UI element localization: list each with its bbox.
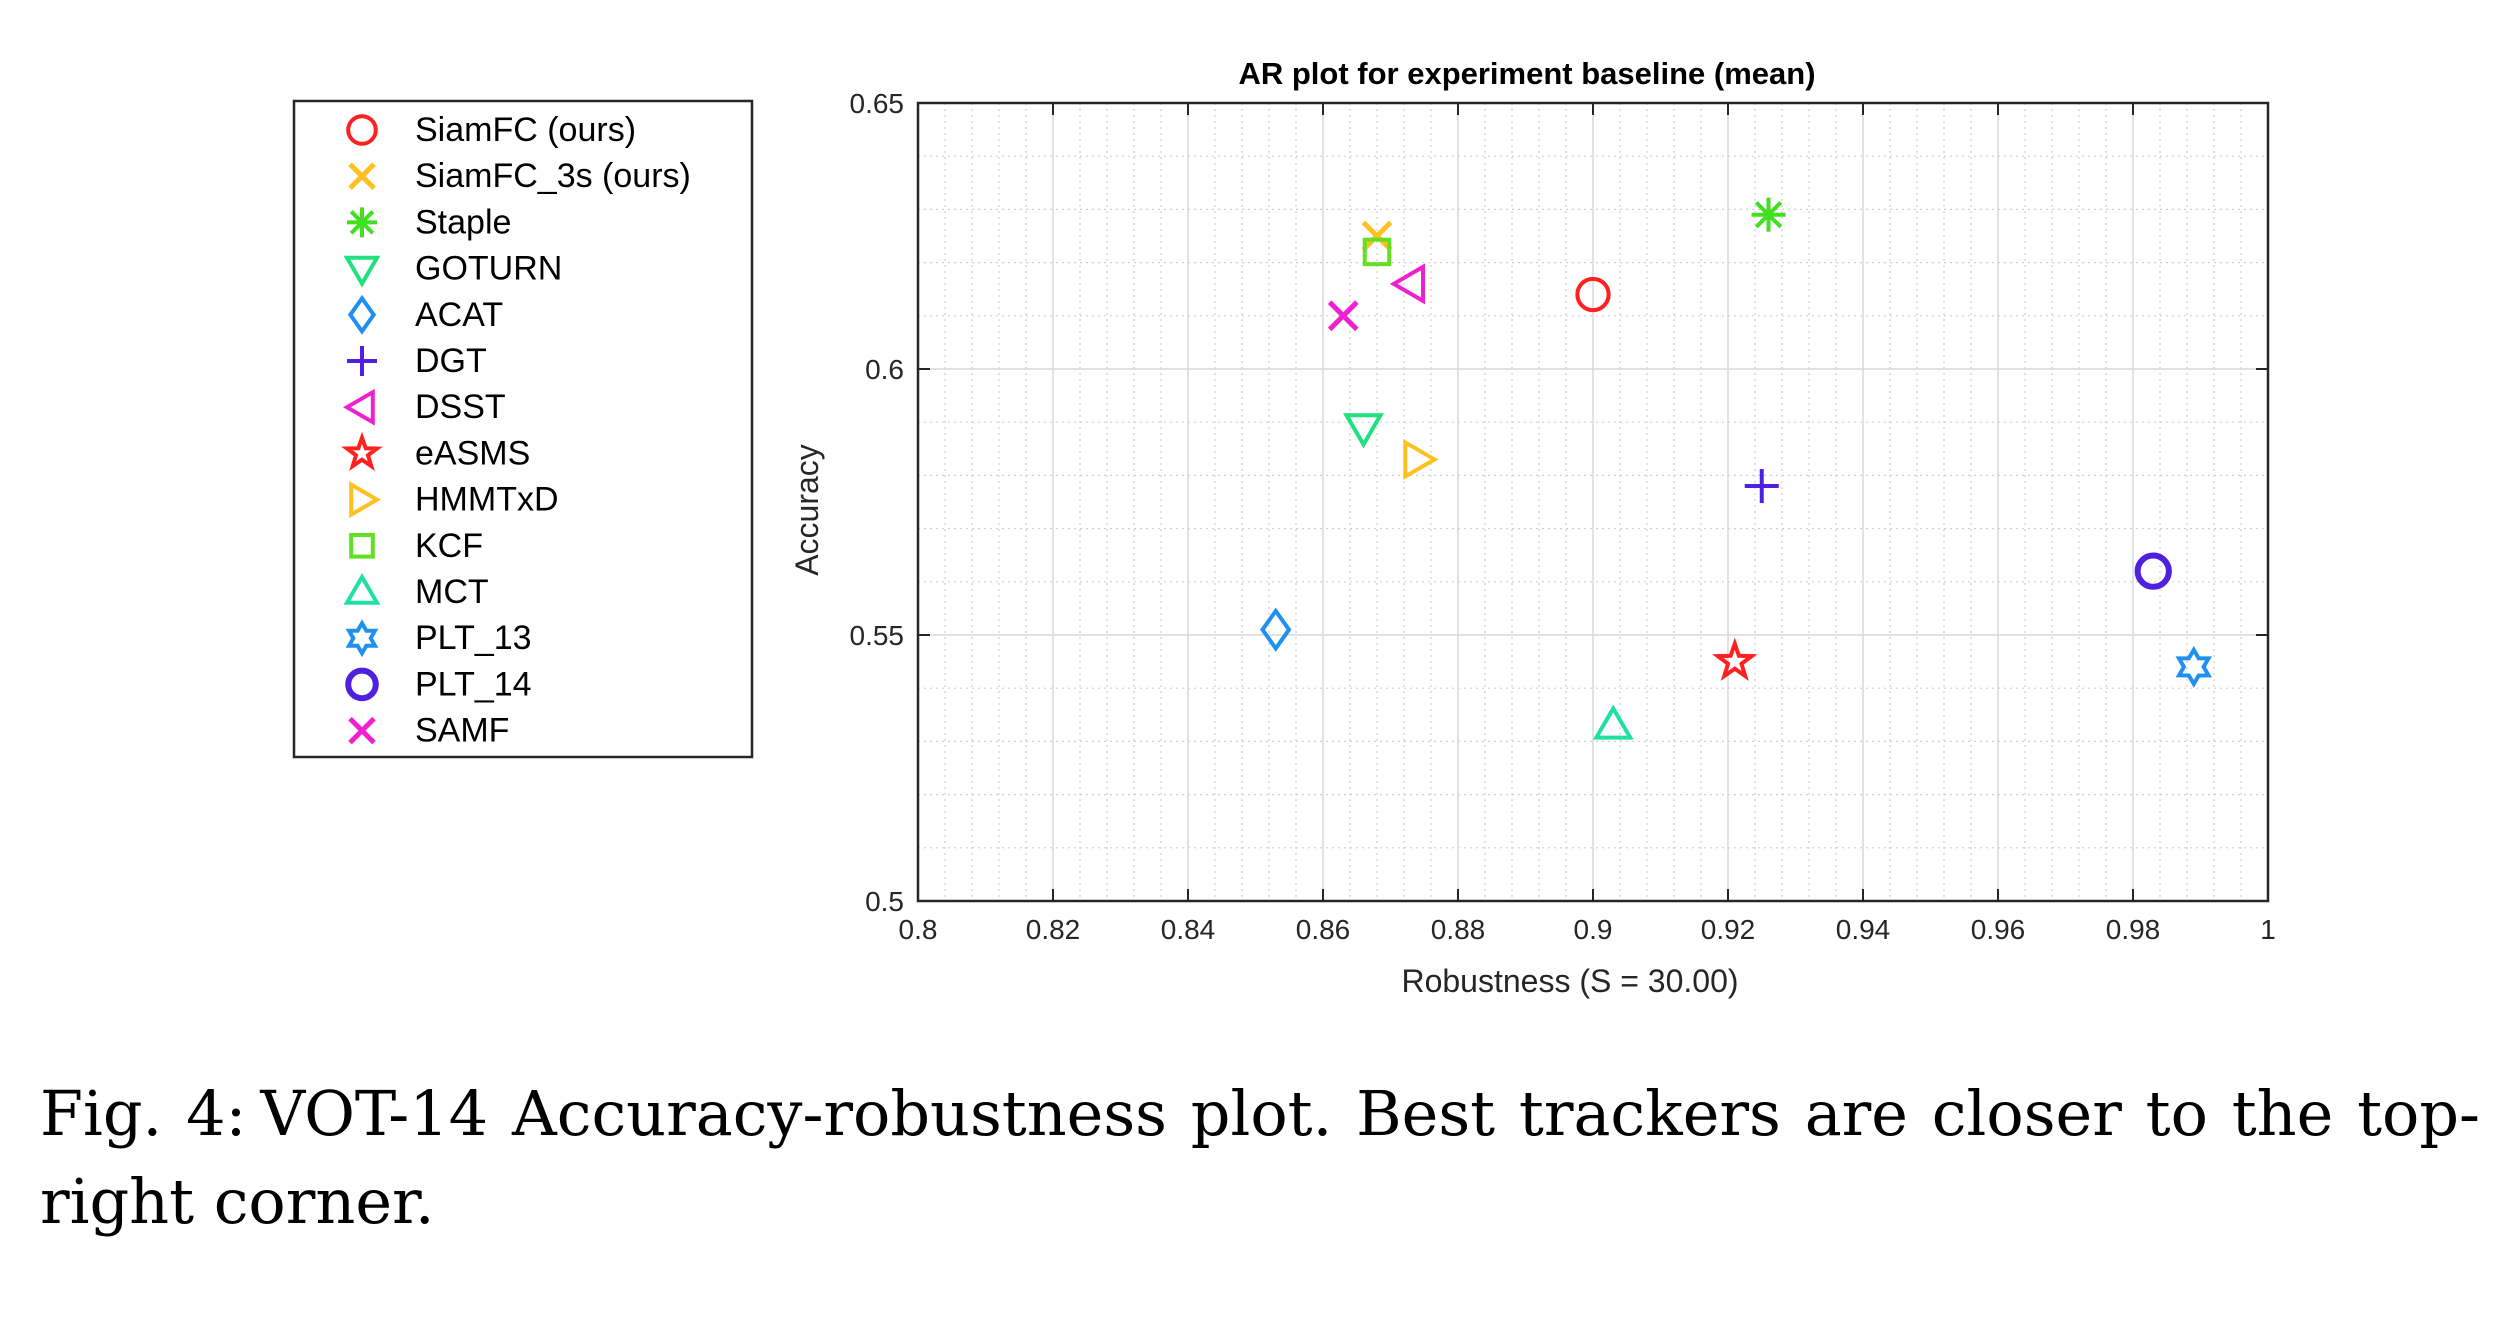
legend-entry: ACAT [347,294,503,335]
legend-marker [341,431,383,471]
x-tick-label: 0.96 [1971,914,2026,945]
x-tick-label: 0.88 [1431,914,1486,945]
x-tick-label: 0.86 [1296,914,1351,945]
legend-label: HMMTxD [415,481,559,519]
x-tick-label: 0.82 [1026,914,1081,945]
ar-plot: 0.8 0.82 0.84 0.86 0.88 0.9 0.92 0.94 0.96 0.98 1 0… [292,56,2276,999]
legend-marker [343,388,375,426]
legend-entry: PLT_13 [345,619,532,658]
legend-marker [345,667,379,702]
legend: SiamFC (ours) SiamFC_3s (ours) Staple GOTUR… [292,99,754,759]
legend-entry: PLT_14 [345,665,532,703]
grid-layer [918,103,2268,901]
legend-label: DSST [415,388,506,426]
marker-staple [1751,197,1786,232]
marker-goturn [1343,413,1384,449]
marker-kcf [1362,237,1392,267]
legend-entry: eASMS [341,431,530,472]
legend-label: PLT_13 [415,619,532,657]
legend-entry: DSST [343,388,506,426]
x-tick-label: 0.84 [1161,914,1216,945]
legend-marker [346,114,378,146]
legend-entry: SiamFC (ours) [346,111,636,149]
tick-layer: 0.8 0.82 0.84 0.86 0.88 0.9 0.92 0.94 0.96 0.98 1 0… [850,88,2276,945]
marker-siamfc-3s-ours [1361,220,1393,252]
marker-samf [1327,300,1359,332]
legend-entry: KCF [349,527,483,565]
marker-plt-14 [2134,552,2172,590]
legend-label: SiamFC (ours) [415,111,636,149]
legend-label: Staple [415,203,511,241]
figure-caption: Fig. 4: VOT-14 Accuracy-robustness plot. … [40,1070,2480,1246]
x-axis-label: Robustness (S = 30.00) [1401,963,1738,999]
legend-marker [347,294,377,335]
legend-box [292,99,754,759]
legend-entry: GOTURN [343,250,562,288]
chart-title: AR plot for experiment baseline (mean) [1238,56,1815,91]
legend-entry: HMMTxD [349,481,559,519]
marker-dsst [1389,263,1425,305]
y-tick-label: 0.55 [850,620,905,651]
x-tick-label: 0.8 [899,914,938,945]
marker-easms [1712,637,1758,681]
caption-text: VOT-14 Accuracy-robustness plot. Best tr… [40,1077,2480,1238]
y-tick-label: 0.65 [850,88,905,119]
legend-label: GOTURN [415,250,562,288]
marker-dgt [1744,469,1779,504]
legend-marker [349,481,381,519]
legend-entry: Staple [347,203,511,241]
marker-hmmtxd [1403,438,1439,480]
legend-marker [343,255,381,288]
legend-label: SAMF [415,712,509,750]
legend-entry: MCT [343,573,489,611]
y-tick-label: 0.5 [865,886,904,917]
legend-marker [343,573,381,605]
legend-marker [345,619,379,658]
legend-marker [348,162,376,190]
x-tick-label: 1 [2260,914,2276,945]
legend-label: MCT [415,573,489,611]
y-tick-label: 0.6 [865,354,904,385]
legend-marker [347,207,377,238]
x-tick-label: 0.92 [1701,914,1756,945]
x-tick-label: 0.94 [1836,914,1891,945]
legend-label: eASMS [415,434,530,472]
caption-label: Fig. 4: [40,1077,247,1150]
legend-label: PLT_14 [415,665,532,703]
marker-plt-13 [2175,645,2212,688]
x-tick-label: 0.9 [1574,914,1613,945]
legend-label: DGT [415,342,487,380]
marker-mct [1592,704,1634,740]
legend-label: ACAT [415,296,503,334]
y-axis-label: Accuracy [789,444,825,576]
legend-marker [347,346,377,376]
legend-entry: SAMF [348,712,509,750]
marker-acat [1260,607,1292,652]
legend-marker [349,533,375,559]
legend-marker [348,716,376,745]
marker-layer [1260,197,2212,740]
legend-label: SiamFC_3s (ours) [415,157,691,195]
legend-label: KCF [415,527,483,565]
marker-siamfc-ours [1575,276,1611,313]
legend-entries: SiamFC (ours) SiamFC_3s (ours) Staple GOTUR… [341,111,691,750]
x-tick-label: 0.98 [2106,914,2161,945]
legend-entry: SiamFC_3s (ours) [348,157,691,195]
legend-entry: DGT [347,342,487,380]
